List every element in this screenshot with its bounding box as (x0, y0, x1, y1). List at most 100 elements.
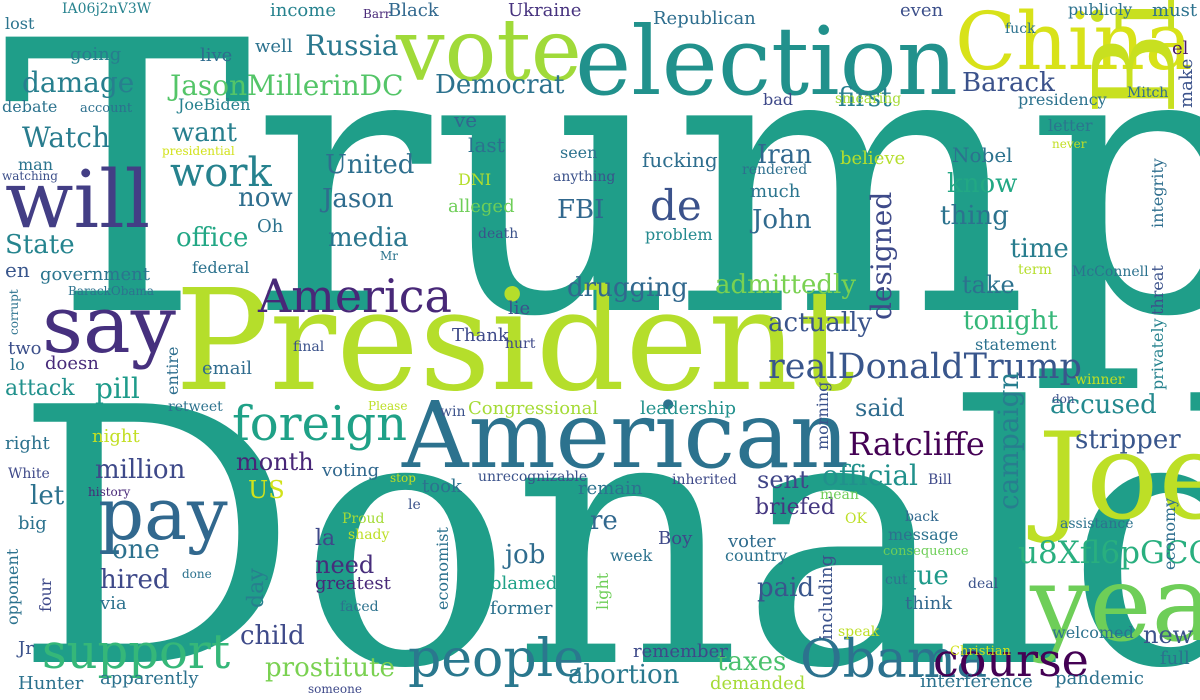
word-night: night (92, 426, 140, 447)
word-white: White (8, 466, 50, 482)
word-barackobama: BarackObama (68, 284, 155, 298)
word-even: even (900, 0, 944, 21)
word-problem: problem (645, 225, 713, 244)
word-congressional: Congressional (468, 398, 599, 419)
word-mr: Mr (380, 249, 399, 263)
word-big: big (18, 513, 47, 534)
word-via: via (100, 593, 127, 614)
word-russia: Russia (305, 29, 399, 62)
word-don: don (1052, 392, 1075, 406)
word-work: work (170, 150, 272, 196)
word-leadership: leadership (640, 398, 737, 419)
word-debate: debate (2, 97, 58, 116)
word-stop: stop (390, 471, 416, 485)
word-economy: economy (1160, 497, 1179, 570)
word-en: en (5, 258, 30, 282)
word-rendered: rendered (742, 162, 808, 178)
word-will: will (5, 153, 151, 246)
word-economist: economist (433, 527, 452, 610)
word-let: let (30, 481, 65, 511)
word-pay: pay (98, 472, 228, 556)
word-corrupt: corrupt (7, 289, 21, 335)
word-briefed: briefed (755, 495, 835, 520)
word-ukraine: Ukraine (508, 0, 582, 21)
word-vote: vote (396, 1, 582, 101)
word-american: American (402, 382, 850, 489)
word-speak: speak (838, 624, 880, 640)
word-que: que (900, 561, 949, 591)
word-email: email (202, 358, 252, 379)
word-president: President (175, 260, 855, 423)
word-make: make (1176, 58, 1197, 108)
word-stripper: stripper (1075, 425, 1181, 455)
word-jr: Jr (18, 638, 34, 659)
word-bill: Bill (928, 472, 952, 488)
word-seen: seen (560, 143, 598, 162)
word-integrity: integrity (1148, 158, 1167, 228)
word-donald: Donald (14, 332, 1200, 700)
word-black: Black (388, 0, 439, 21)
word-jasonmillerindc: JasonMillerinDC (170, 69, 404, 102)
word-winner: winner (1075, 372, 1125, 388)
word-much: much (750, 181, 801, 202)
word-us: US (248, 476, 285, 504)
word-new: new (1143, 621, 1194, 649)
word-hired: hired (100, 565, 170, 595)
word-smearing: smearing (835, 91, 902, 107)
word-well: well (255, 36, 293, 57)
word-mcconnell: McConnell (1072, 264, 1149, 280)
word-remain: remain (578, 478, 643, 499)
word-designed: designed (865, 191, 898, 320)
word-actually: actually (768, 308, 873, 338)
word-want: want (172, 118, 237, 148)
word-shady: shady (348, 527, 390, 543)
word-please: Please (368, 399, 408, 413)
word-retweet: retweet (168, 399, 223, 415)
word-month: month (236, 448, 314, 476)
word-re: re (590, 506, 618, 536)
word-paid: paid (757, 573, 815, 603)
word-china: China (955, 0, 1193, 88)
word-proud: Proud (342, 511, 385, 527)
word-need: need (315, 551, 375, 579)
word-course: course (933, 633, 1089, 687)
word-lie: lie (508, 298, 531, 319)
word-fbi: FBI (557, 195, 605, 225)
word-obama: Obama (800, 630, 988, 690)
word-interference: interference (920, 671, 1033, 692)
word-democrat: Democrat (435, 70, 565, 100)
word-pandemic: pandemic (1055, 668, 1144, 689)
word-statement: statement (975, 335, 1057, 354)
word-government: government (40, 264, 150, 285)
word-take: take (962, 271, 1015, 299)
word-mitch: Mitch (1127, 85, 1169, 101)
word-pill: pill (95, 372, 140, 405)
word-state: State (5, 230, 75, 260)
word-sent: sent (757, 466, 809, 494)
word-office: office (176, 223, 249, 253)
word-republican: Republican (653, 8, 756, 29)
word-threat: threat (1148, 265, 1167, 315)
word-inherited: inherited (672, 472, 737, 488)
word-two: two (8, 338, 42, 359)
word-greatest: greatest (315, 573, 391, 594)
word-took: took (422, 476, 462, 497)
word-last: last (468, 133, 505, 157)
word-barack: Barack (962, 68, 1055, 98)
word-official: official (822, 459, 918, 492)
word-thank: Thank (452, 325, 509, 346)
word-said: said (855, 394, 905, 422)
word-doesn: doesn (45, 353, 99, 374)
word-win: win (440, 404, 466, 420)
word-people: people (408, 629, 585, 689)
word-jason: Jason (322, 184, 394, 214)
word-welcomed: welcomed (1052, 623, 1134, 642)
word-someone: someone (308, 682, 362, 696)
word-back: back (905, 509, 939, 525)
word-campaign: campaign (992, 371, 1025, 510)
word-barr: Barr (363, 7, 391, 21)
word-john: John (752, 205, 812, 235)
word-think: think (905, 593, 953, 614)
word-taxes: taxes (717, 647, 787, 677)
